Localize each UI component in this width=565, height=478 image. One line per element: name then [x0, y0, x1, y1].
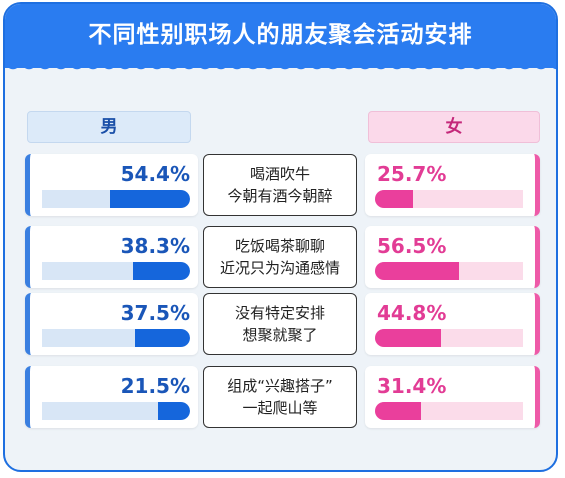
female-bar — [375, 190, 414, 208]
male-bar-track — [42, 190, 190, 208]
male-panel: 21.5% — [25, 366, 198, 428]
chart-row: 54.4% 喝酒吹牛今朝有酒今朝醉 25.7% — [5, 154, 556, 220]
male-bar — [133, 262, 190, 280]
category-label: 组成“兴趣搭子” 一起爬山等 — [203, 366, 357, 428]
female-data-label: 31.4% — [377, 374, 447, 398]
female-panel: 25.7% — [365, 154, 540, 216]
category-label-line2: 想聚就聚了 — [242, 326, 318, 344]
chart-frame: 不同性别职场人的朋友聚会活动安排 男 女 54.4% 喝酒吹牛今朝有酒今朝醉 25.… — [3, 2, 558, 472]
female-bar-track — [375, 402, 523, 420]
category-label: 吃饭喝茶聊聊 近况只为沟通感情 — [203, 226, 357, 288]
male-panel: 38.3% — [25, 226, 198, 288]
male-bar-track — [42, 329, 190, 347]
header-banner — [5, 4, 556, 68]
male-bar — [109, 190, 190, 208]
category-label-line2: 近况只为沟通感情 — [219, 259, 340, 277]
category-label-line1: 没有特定安排 — [234, 304, 325, 322]
male-bar — [158, 402, 190, 420]
chart-row: 21.5% 组成“兴趣搭子” 一起爬山等 31.4% — [5, 366, 556, 432]
male-data-label: 54.4% — [120, 162, 190, 186]
male-data-label: 38.3% — [120, 234, 190, 258]
female-data-label: 25.7% — [377, 162, 447, 186]
female-data-label: 56.5% — [377, 234, 447, 258]
category-label-line1: 组成“兴趣搭子” — [227, 377, 333, 395]
female-bar — [375, 402, 422, 420]
category-label-line2: 今朝有酒今朝醉 — [227, 187, 333, 205]
male-panel: 37.5% — [25, 293, 198, 355]
category-label: 没有特定安排 想聚就聚了 — [203, 293, 357, 355]
male-bar-track — [42, 402, 190, 420]
category-label-line1: 吃饭喝茶聊聊 — [234, 237, 325, 255]
male-panel: 54.4% — [25, 154, 198, 216]
female-panel: 44.8% — [365, 293, 540, 355]
female-data-label: 44.8% — [377, 301, 447, 325]
legend-male: 男 — [27, 111, 191, 143]
chart-title: 不同性别职场人的朋友聚会活动安排 — [88, 22, 473, 48]
category-label-line2: 一起爬山等 — [242, 399, 318, 417]
chart-row: 38.3% 吃饭喝茶聊聊 近况只为沟通感情 56.5% — [5, 226, 556, 292]
female-bar-track — [375, 262, 523, 280]
female-bar — [375, 262, 459, 280]
female-panel: 31.4% — [365, 366, 540, 428]
male-bar — [134, 329, 190, 347]
legend-female: 女 — [368, 111, 540, 143]
female-bar-track — [375, 190, 523, 208]
female-bar — [375, 329, 442, 347]
female-panel: 56.5% — [365, 226, 540, 288]
male-bar-track — [42, 262, 190, 280]
header-scallop-edge — [5, 62, 556, 76]
chart-row: 37.5% 没有特定安排 想聚就聚了 44.8% — [5, 293, 556, 359]
female-bar-track — [375, 329, 523, 347]
male-data-label: 21.5% — [120, 374, 190, 398]
male-data-label: 37.5% — [120, 301, 190, 325]
category-label: 喝酒吹牛今朝有酒今朝醉 — [203, 154, 357, 216]
category-label-line1: 喝酒吹牛 — [249, 165, 310, 183]
